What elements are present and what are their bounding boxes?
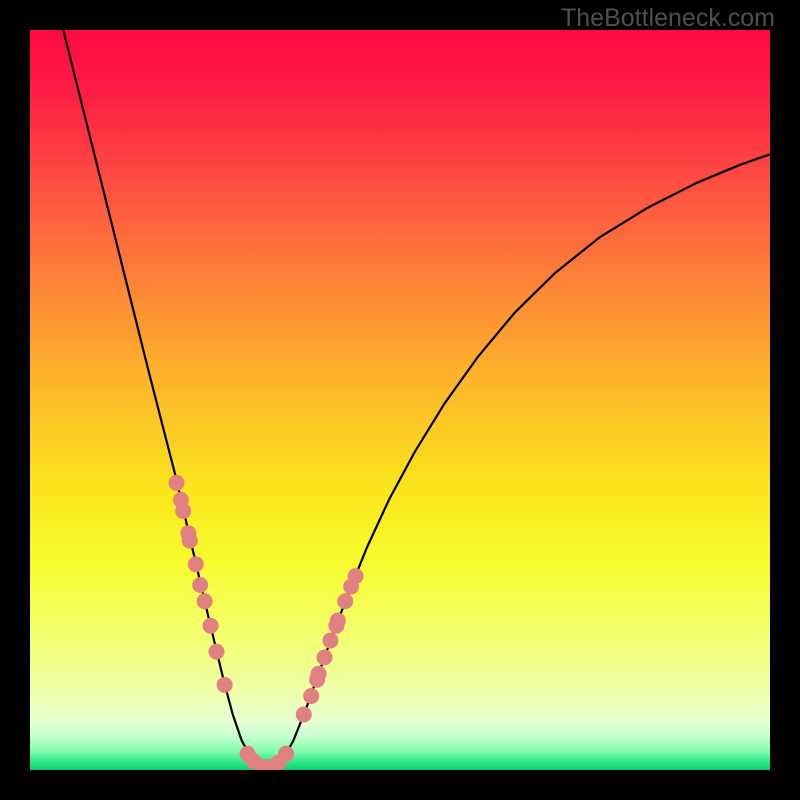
data-point <box>208 644 224 660</box>
data-point <box>182 533 198 549</box>
data-point <box>203 618 219 634</box>
data-point <box>278 746 294 762</box>
data-point <box>322 633 338 649</box>
plot-area <box>30 30 770 770</box>
data-point <box>217 677 233 693</box>
plot-svg <box>30 30 770 770</box>
chart-stage: TheBottleneck.com <box>0 0 800 800</box>
data-point <box>311 666 327 682</box>
data-point <box>317 650 333 666</box>
data-point <box>188 556 204 572</box>
data-point <box>348 568 364 584</box>
data-point <box>192 577 208 593</box>
data-point <box>296 707 312 723</box>
watermark-text: TheBottleneck.com <box>561 4 775 33</box>
data-point <box>330 613 346 629</box>
data-point <box>197 593 213 609</box>
data-point <box>175 503 191 519</box>
data-point <box>169 475 185 491</box>
gradient-background <box>30 30 770 770</box>
data-point <box>337 593 353 609</box>
data-point <box>303 688 319 704</box>
